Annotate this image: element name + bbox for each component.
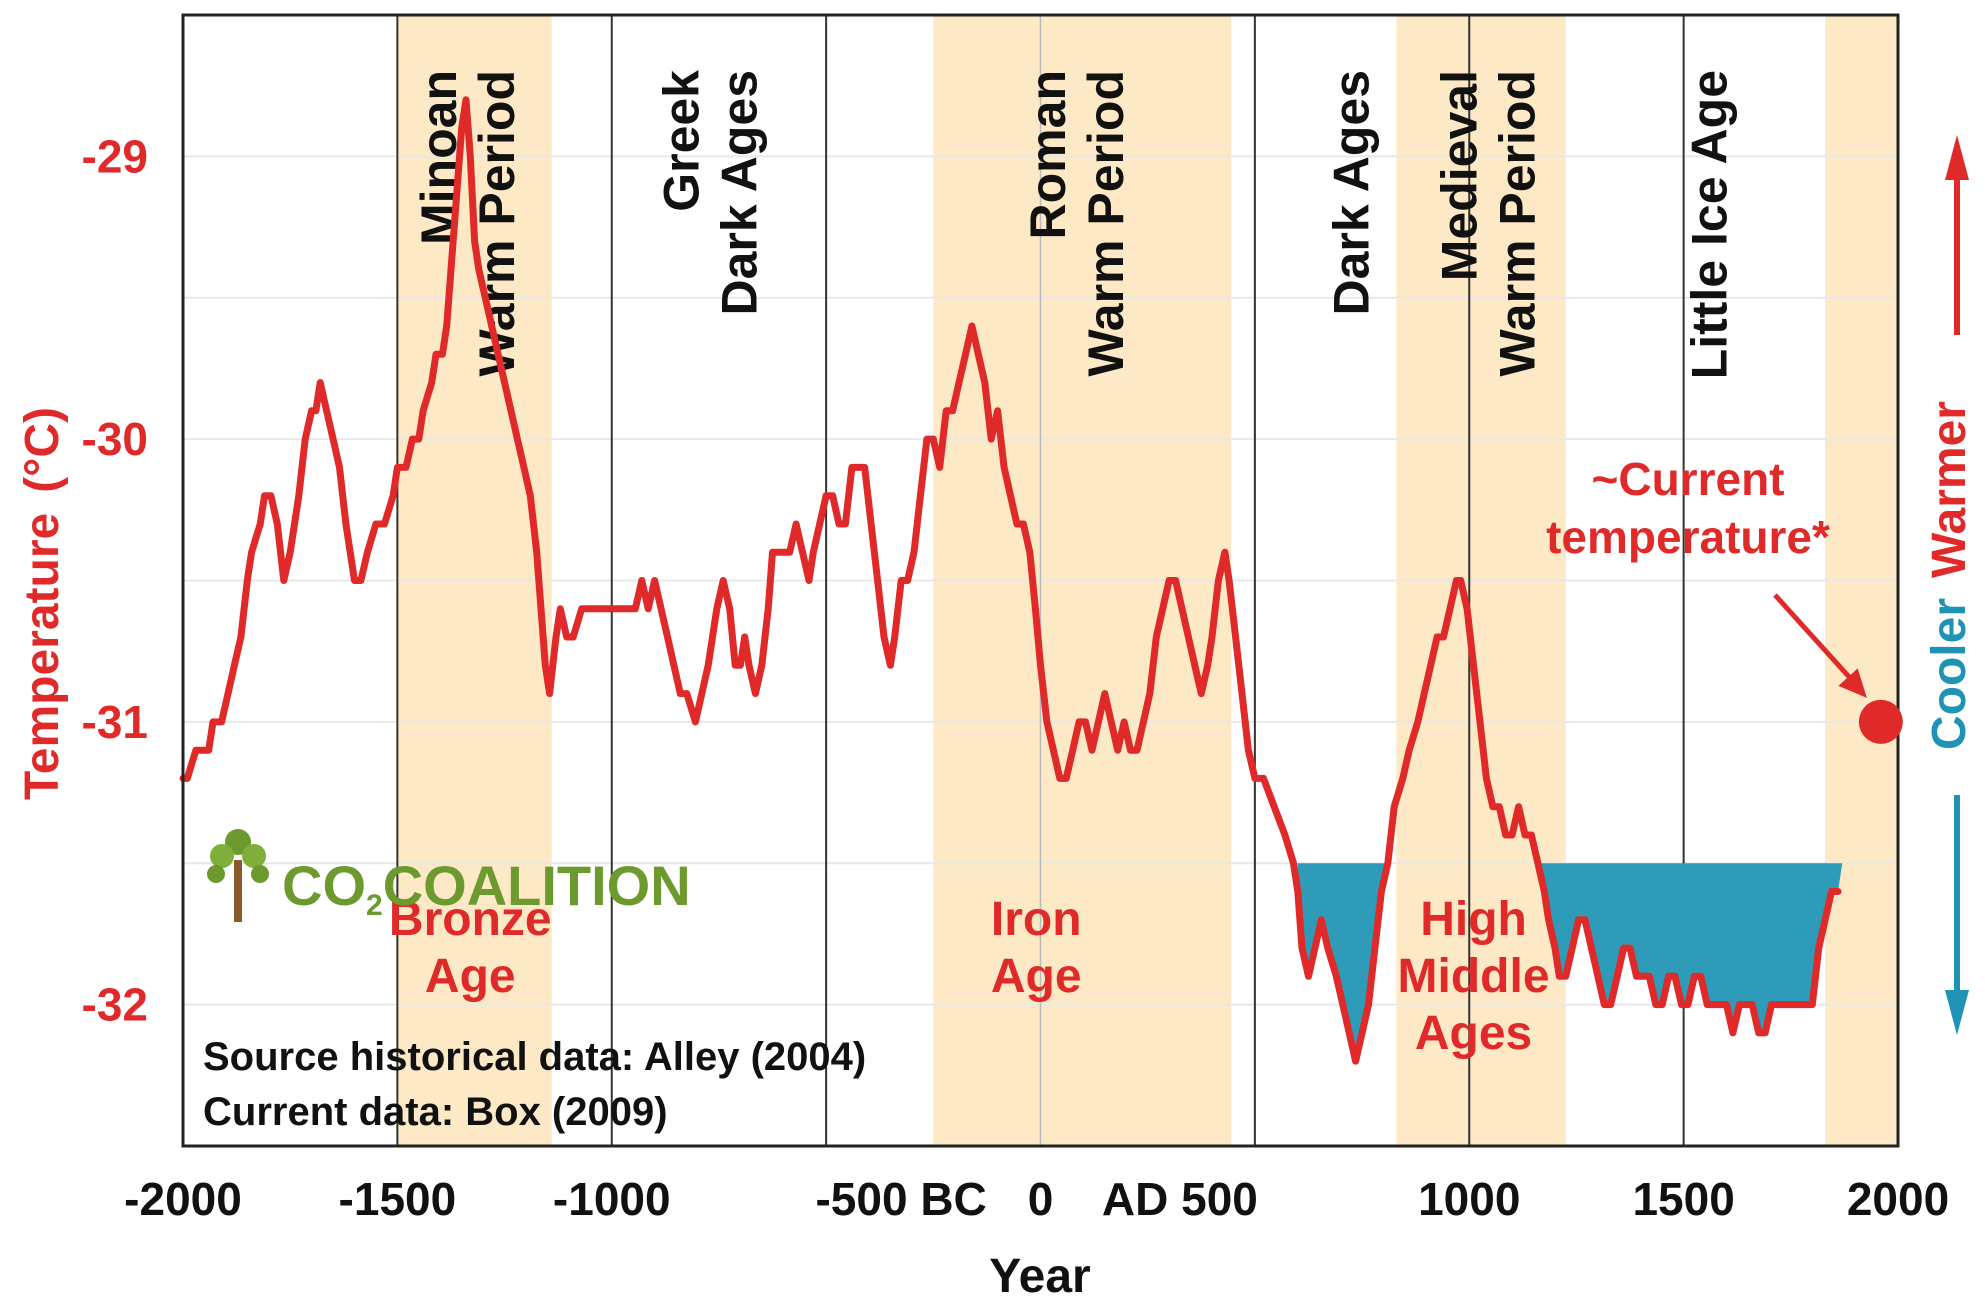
period-label: Roman [1020, 70, 1076, 239]
x-tick-label: -2000 [124, 1173, 242, 1225]
temperature-line [179, 96, 1842, 1065]
x-tick-label: -1000 [553, 1173, 671, 1225]
source-line-2: Current data: Box (2009) [203, 1090, 668, 1134]
x-tick-label: -500 BC [815, 1173, 986, 1225]
current-temperature-callout: ~Current temperature* [1546, 453, 1903, 744]
x-tick-label: 2000 [1847, 1173, 1949, 1225]
age-label: Middle [1398, 950, 1550, 1003]
cold-period-fill [1297, 863, 1843, 1062]
period-label: Little Ice Age [1681, 70, 1737, 379]
x-axis-label: Year [989, 1250, 1090, 1303]
co2-coalition-logo: CO2COALITION [207, 829, 691, 922]
y-tick-label: -32 [82, 979, 148, 1031]
age-label: Bronze [389, 893, 552, 946]
period-label: Dark Ages [1323, 70, 1379, 315]
x-tick-label: 1000 [1418, 1173, 1520, 1225]
source-line-1: Source historical data: Alley (2004) [203, 1035, 866, 1079]
age-label: High [1420, 893, 1527, 946]
age-label: Age [425, 950, 516, 1003]
x-tick-label: 1500 [1632, 1173, 1734, 1225]
period-label: Warm Period [1078, 70, 1134, 377]
y-tick-label: -30 [82, 413, 148, 465]
period-label: Medieval [1432, 70, 1488, 281]
period-label: Dark Ages [711, 70, 767, 315]
current-temp-arrowhead [1838, 668, 1867, 698]
plot-frame [181, 13, 1900, 1148]
age-label: Iron [991, 893, 1082, 946]
year-lines [396, 15, 1685, 1146]
x-tick-label: 0 [1028, 1173, 1054, 1225]
age-label: Age [991, 950, 1082, 1003]
age-label: Ages [1415, 1007, 1532, 1060]
warmer-arrow-icon [1945, 135, 1969, 335]
tree-icon [207, 829, 269, 922]
y-tick-label: -29 [82, 130, 148, 182]
x-tick-label: AD 500 [1102, 1173, 1258, 1225]
y-axis-label: Temperature(°C) [16, 407, 69, 800]
right-axis-label: CoolerWarmer [1923, 401, 1976, 750]
period-label: Warm Period [1490, 70, 1546, 377]
x-tick-labels: -2000 -1500 -1000 -500 BC 0 AD 500 1000 1500 200… [124, 1173, 1949, 1225]
x-tick-label: -1500 [339, 1173, 457, 1225]
current-temp-label-1: ~Current [1592, 453, 1785, 505]
cooler-arrow-icon [1945, 795, 1969, 1035]
period-label: Greek [653, 70, 709, 212]
current-temp-dot [1858, 699, 1903, 744]
logo-text: CO2COALITION [282, 854, 691, 922]
period-label: Warm Period [469, 70, 525, 377]
current-temp-arrow [1773, 593, 1863, 692]
y-tick-label: -31 [82, 696, 148, 748]
y-tick-labels: -29 -30 -31 -32 [82, 130, 148, 1030]
current-temp-label-2: temperature* [1546, 511, 1830, 563]
